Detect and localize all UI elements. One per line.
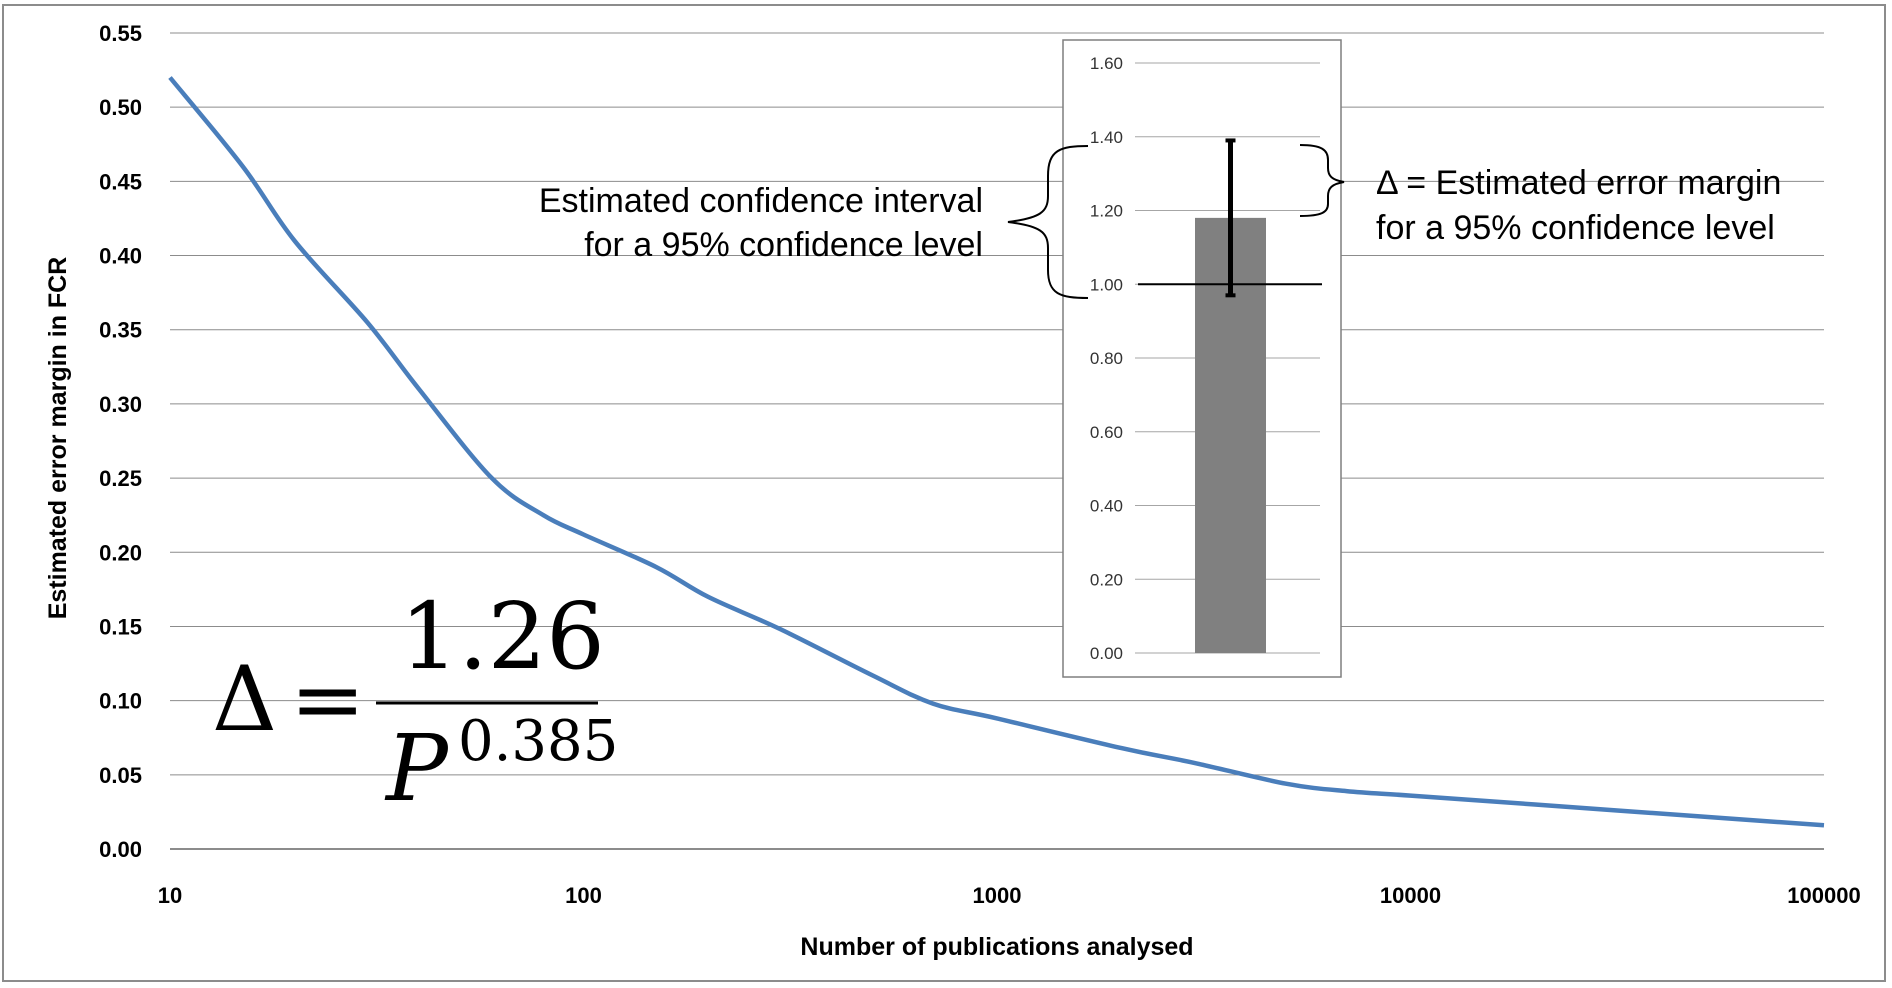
confidence-interval-brace <box>1007 145 1089 299</box>
formula-equals: = <box>290 647 365 752</box>
y-axis-title: Estimated error margin in FCR <box>44 257 72 620</box>
main-x-tick-label: 10000 <box>1380 883 1441 908</box>
annotation-confidence-line2: for a 95% confidence level <box>584 226 983 264</box>
main-x-tick-label: 10 <box>158 883 182 908</box>
inset-y-tick-label: 1.00 <box>1090 275 1123 294</box>
x-axis-title: Number of publications analysed <box>800 933 1193 961</box>
formula-delta: Δ <box>212 647 277 752</box>
formula: Δ = 1.26 P 0.385 <box>212 583 618 822</box>
main-y-tick-label: 0.05 <box>99 763 142 788</box>
main-y-tick-label: 0.25 <box>99 466 142 491</box>
formula-base: P <box>384 715 450 822</box>
inset-y-tick-label: 0.20 <box>1090 570 1123 589</box>
main-y-tick-label: 0.35 <box>99 318 142 343</box>
main-x-tick-label: 1000 <box>973 883 1022 908</box>
main-x-tick-label: 100 <box>565 883 602 908</box>
inset-y-tick-label: 1.60 <box>1090 54 1123 73</box>
inset-y-tick-label: 0.00 <box>1090 644 1123 663</box>
inset-y-tick-label: 0.40 <box>1090 497 1123 516</box>
main-y-tick-label: 0.50 <box>99 95 142 120</box>
main-y-tick-label: 0.20 <box>99 540 142 565</box>
main-y-tick-labels: 0.00 0.05 0.10 0.15 0.20 0.25 0.30 0.35 0.40 0.45… <box>99 21 142 862</box>
figure-frame <box>2 4 1886 982</box>
error-margin-series-line <box>168 76 1825 828</box>
main-y-tick-label: 0.45 <box>99 169 142 194</box>
error-margin-brace <box>1299 144 1345 217</box>
main-y-tick-label: 0.15 <box>99 614 142 639</box>
inset-y-tick-label: 0.80 <box>1090 349 1123 368</box>
main-y-tick-label: 0.40 <box>99 244 142 269</box>
inset-y-tick-labels: 0.00 0.20 0.40 0.60 0.80 1.00 1.20 1.40 1.60 <box>1090 54 1123 663</box>
annotation-error-margin-line1: Δ = Estimated error margin <box>1376 164 1781 202</box>
inset-y-tick-label: 1.40 <box>1090 128 1123 147</box>
main-y-tick-label: 0.55 <box>99 21 142 46</box>
annotation-error-margin-line2: for a 95% confidence level <box>1376 209 1775 247</box>
main-x-tick-labels: 10 100 1000 10000 100000 <box>158 883 1861 908</box>
formula-numerator: 1.26 <box>400 583 605 690</box>
main-gridlines <box>170 32 1824 776</box>
main-y-tick-label: 0.10 <box>99 689 142 714</box>
main-y-tick-label: 0.00 <box>99 837 142 862</box>
formula-exponent: 0.385 <box>458 709 618 774</box>
inset-y-tick-label: 1.20 <box>1090 202 1123 221</box>
annotation-confidence-line1: Estimated confidence interval <box>539 182 983 220</box>
main-x-tick-label: 100000 <box>1787 883 1860 908</box>
main-y-tick-label: 0.30 <box>99 392 142 417</box>
inset-y-tick-label: 0.60 <box>1090 423 1123 442</box>
